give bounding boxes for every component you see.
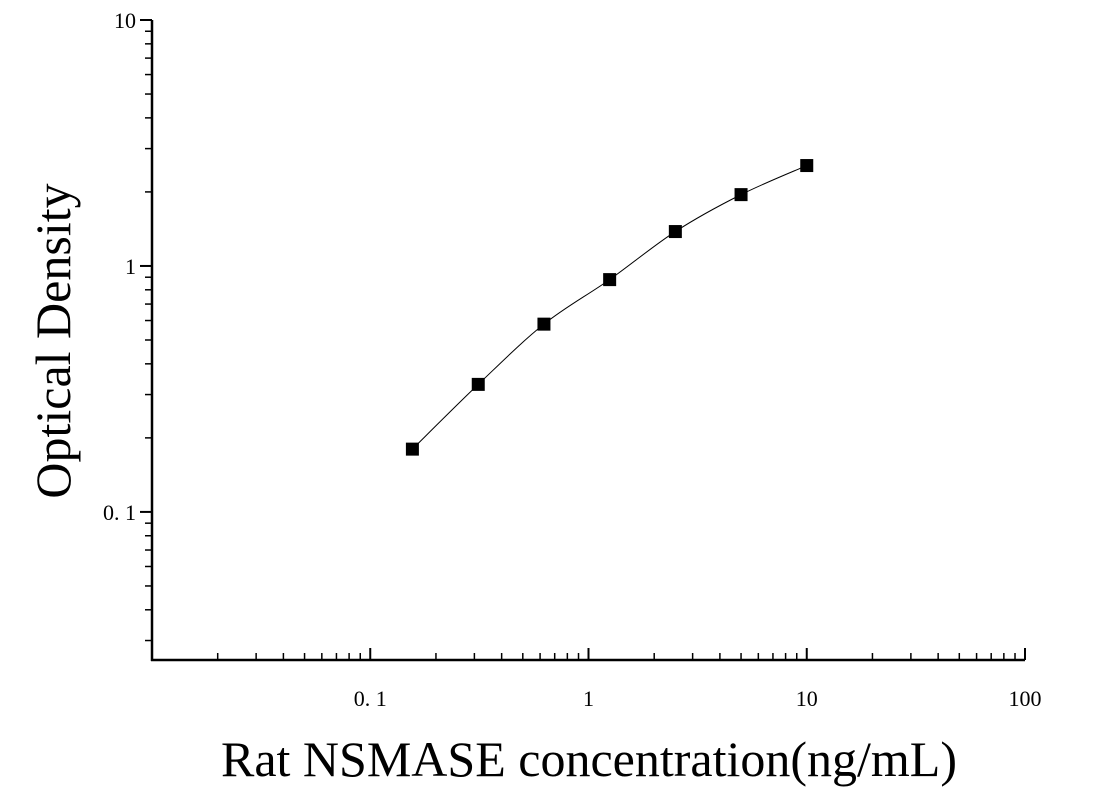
major-ticks	[140, 19, 1026, 660]
x-tick-label: 100	[1009, 686, 1042, 711]
fit-curve	[412, 165, 807, 450]
x-axis-title: Rat NSMASE concentration(ng/mL)	[221, 731, 957, 787]
x-tick-label: 10	[796, 686, 818, 711]
y-tick-label: 10	[114, 8, 136, 33]
x-tick-label: 1	[583, 686, 594, 711]
data-point-marker	[405, 442, 419, 456]
x-tick-label: 0. 1	[354, 686, 387, 711]
data-point-marker	[800, 159, 814, 173]
data-point-marker	[603, 273, 617, 287]
y-tick-label: 0. 1	[103, 500, 136, 525]
y-axis-title: Optical Density	[25, 183, 81, 498]
data-point-marker	[537, 317, 551, 331]
data-point-marker	[471, 377, 485, 391]
y-tick-labels: 0. 1 1 10	[103, 8, 136, 525]
minor-ticks	[145, 30, 1016, 660]
data-markers	[405, 159, 814, 456]
y-tick-label: 1	[125, 254, 136, 279]
data-point-marker	[734, 188, 748, 202]
data-point-marker	[668, 225, 682, 239]
x-tick-labels: 0. 1 1 10 100	[354, 686, 1042, 711]
